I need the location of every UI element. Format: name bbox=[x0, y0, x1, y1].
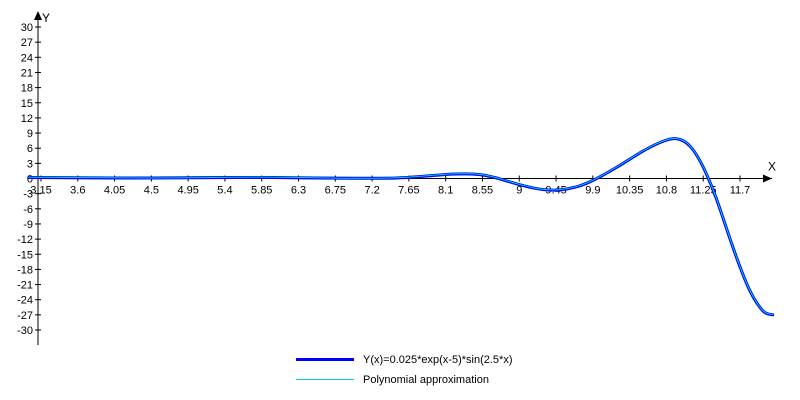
y-tick-label: 27 bbox=[21, 37, 33, 49]
x-tick-label: 8.1 bbox=[438, 185, 453, 197]
y-tick-label: -15 bbox=[17, 249, 33, 261]
x-tick-label: 3.15 bbox=[30, 185, 51, 197]
y-tick-label: 6 bbox=[27, 143, 33, 155]
x-tick-label: 6.3 bbox=[291, 185, 306, 197]
x-tick-label: 9 bbox=[516, 185, 522, 197]
x-tick-label: 6.75 bbox=[325, 185, 346, 197]
x-tick-label: 4.05 bbox=[104, 185, 125, 197]
x-tick-label: 10.8 bbox=[656, 185, 677, 197]
y-tick-label: 9 bbox=[27, 128, 33, 140]
y-axis-ticks: 302724211815129630-3-6-9-12-15-18-21-24-… bbox=[17, 22, 41, 337]
legend: Y(x)=0.025*exp(x-5)*sin(2.5*x) Polynomia… bbox=[296, 352, 596, 392]
y-tick-label: -27 bbox=[17, 310, 33, 322]
x-tick-label: 4.95 bbox=[177, 185, 198, 197]
x-tick-label: 5.4 bbox=[217, 185, 232, 197]
legend-swatch-function bbox=[296, 358, 354, 361]
y-axis-label: Y bbox=[42, 11, 50, 25]
y-tick-label: 3 bbox=[27, 158, 33, 170]
x-axis-ticks: 3.15 3.6 4.05 4.5 4.95 5.4 5.85 6.3 6.75 7.2 7.65 8… bbox=[30, 175, 751, 197]
y-tick-label: -12 bbox=[17, 234, 33, 246]
x-tick-label: 7.2 bbox=[364, 185, 379, 197]
x-tick-label: 3.6 bbox=[70, 185, 85, 197]
y-tick-label: -30 bbox=[17, 325, 33, 337]
y-tick-label: -24 bbox=[17, 295, 33, 307]
y-tick-label: 18 bbox=[21, 83, 33, 95]
legend-item-function: Y(x)=0.025*exp(x-5)*sin(2.5*x) bbox=[296, 352, 596, 368]
series-approximation-line bbox=[28, 137, 774, 316]
y-tick-label: 30 bbox=[21, 22, 33, 34]
series-function-line bbox=[27, 137, 775, 317]
y-tick-label: -18 bbox=[17, 264, 33, 276]
x-tick-label: 10.35 bbox=[616, 185, 644, 197]
y-tick-label: 21 bbox=[21, 67, 33, 79]
x-tick-label: 11.25 bbox=[690, 185, 717, 197]
legend-label-function: Y(x)=0.025*exp(x-5)*sin(2.5*x) bbox=[363, 354, 513, 366]
y-tick-label: 15 bbox=[21, 98, 33, 110]
y-tick-label: -21 bbox=[17, 280, 33, 292]
y-tick-label: -6 bbox=[23, 204, 33, 216]
x-tick-label: 7.65 bbox=[398, 185, 419, 197]
y-tick-label: 12 bbox=[21, 113, 33, 125]
y-axis-arrow bbox=[34, 11, 42, 20]
x-tick-label: 9.9 bbox=[585, 185, 600, 197]
x-tick-label: 5.85 bbox=[251, 185, 272, 197]
x-axis-arrow bbox=[763, 174, 772, 183]
y-tick-label: -9 bbox=[23, 219, 33, 231]
x-tick-label: 11.7 bbox=[730, 185, 751, 197]
legend-label-approximation: Polynomial approximation bbox=[363, 374, 489, 386]
x-tick-label: 4.5 bbox=[144, 185, 159, 197]
legend-item-approximation: Polynomial approximation bbox=[296, 372, 596, 388]
y-tick-label: 0 bbox=[27, 174, 33, 186]
y-tick-label: -3 bbox=[23, 189, 33, 201]
y-tick-label: 24 bbox=[21, 52, 33, 64]
legend-swatch-approximation bbox=[296, 379, 354, 380]
x-axis-label: X bbox=[768, 160, 776, 174]
series-layer bbox=[27, 137, 775, 317]
x-tick-label: 8.55 bbox=[472, 185, 493, 197]
